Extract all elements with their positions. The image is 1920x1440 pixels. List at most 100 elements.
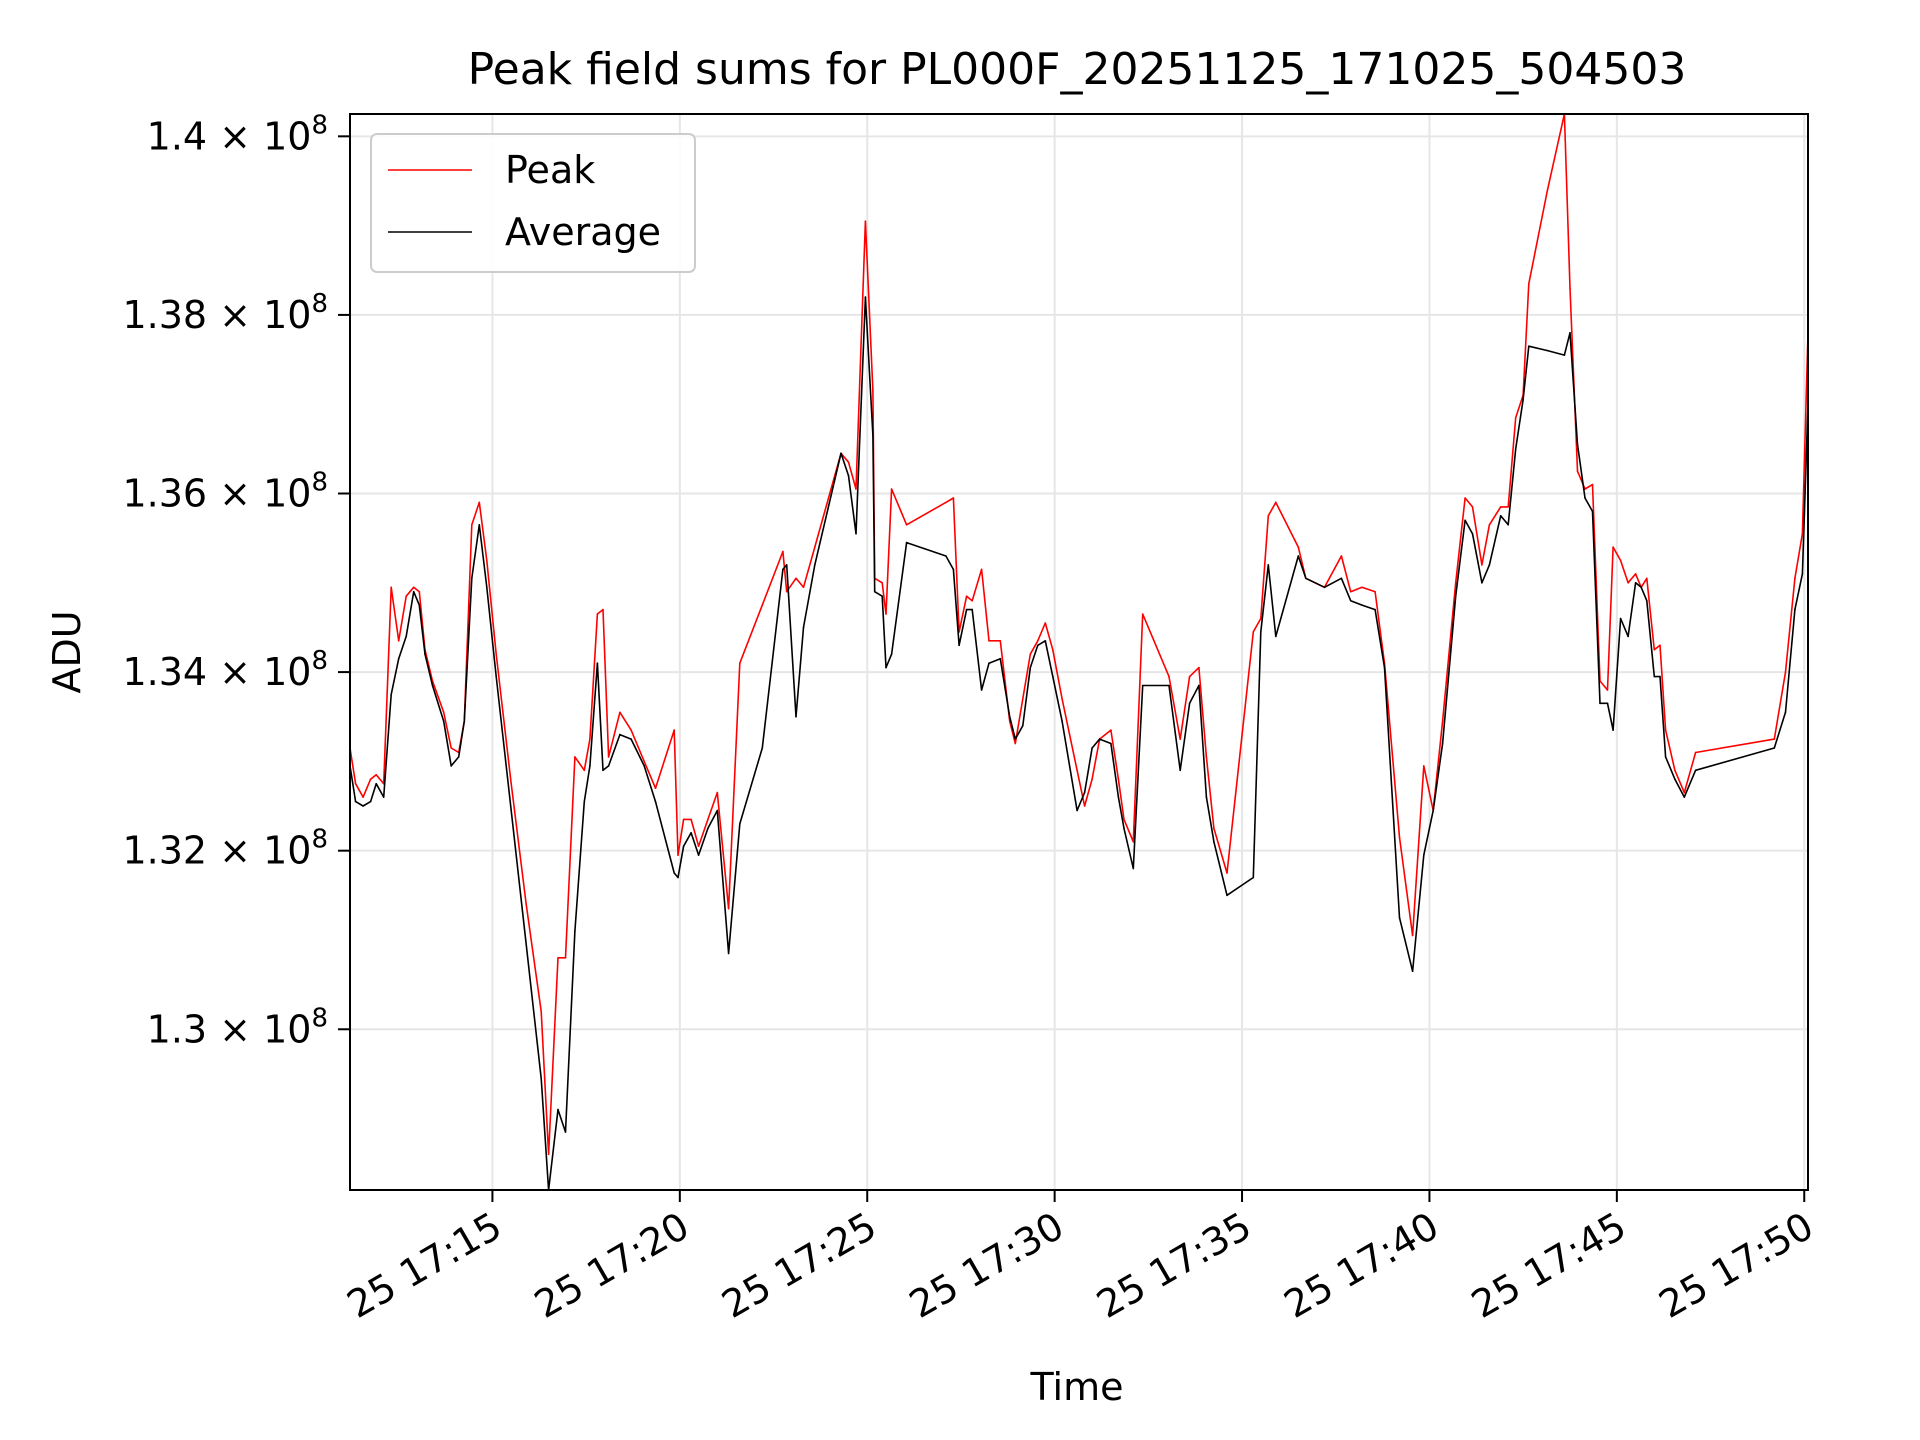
peak-data-point xyxy=(1464,497,1466,499)
peak-data-point xyxy=(1634,573,1637,575)
peak-data-point xyxy=(1091,778,1093,780)
average-data-point xyxy=(1361,604,1363,606)
average-data-point xyxy=(795,715,797,718)
peak-data-point xyxy=(707,818,709,821)
average-data-point xyxy=(1226,894,1228,897)
average-data-point xyxy=(1323,586,1326,589)
peak-data-point xyxy=(761,604,764,606)
average-data-point xyxy=(855,532,857,535)
peak-data-point xyxy=(564,957,567,959)
peak-data-point xyxy=(677,854,679,856)
y-tick-mantissa: 1.38 × 10 xyxy=(122,293,311,337)
average-data-point xyxy=(1627,635,1629,638)
average-data-point xyxy=(463,720,466,722)
y-tick-exponent: 8 xyxy=(311,468,328,498)
y-tick-label: 1.38 × 108 xyxy=(122,289,328,337)
y-tick-exponent: 8 xyxy=(311,1003,328,1033)
y-tick-exponent: 8 xyxy=(311,646,328,676)
average-data-point xyxy=(1563,354,1566,356)
peak-data-point xyxy=(1168,675,1170,678)
peak-data-point xyxy=(782,550,784,553)
peak-data-point xyxy=(673,729,675,731)
peak-data-point xyxy=(354,782,357,785)
y-tick-exponent: 8 xyxy=(311,289,328,319)
peak-data-point xyxy=(418,590,421,593)
average-data-point xyxy=(1464,519,1466,522)
peak-data-point xyxy=(1411,934,1414,937)
peak-data-point xyxy=(1499,506,1502,508)
average-data-point xyxy=(1528,345,1530,348)
average-data-point xyxy=(677,876,679,879)
peak-data-point xyxy=(1612,546,1614,548)
average-data-point xyxy=(354,800,357,803)
peak-data-point xyxy=(697,845,700,847)
peak-data-point xyxy=(1083,805,1086,807)
average-data-point xyxy=(1522,398,1524,401)
peak-data-point xyxy=(885,613,887,615)
average-data-point xyxy=(442,720,445,722)
peak-data-point xyxy=(727,907,730,910)
average-data-point xyxy=(1591,510,1594,513)
average-data-point xyxy=(697,854,700,856)
average-data-point xyxy=(1188,702,1191,705)
average-data-point xyxy=(1584,497,1586,499)
average-data-point xyxy=(583,800,586,803)
peak-data-point xyxy=(1205,756,1208,758)
peak-data-point xyxy=(1141,613,1144,615)
peak-data-point xyxy=(1576,470,1579,473)
peak-data-point xyxy=(450,747,453,749)
average-data-point xyxy=(682,845,685,847)
average-data-point xyxy=(1110,742,1112,745)
average-data-point xyxy=(495,675,498,678)
average-data-point xyxy=(510,809,512,812)
average-data-point xyxy=(1267,564,1270,566)
peak-data-point xyxy=(1471,506,1474,508)
peak-data-point xyxy=(795,577,797,580)
average-data-point xyxy=(431,684,434,687)
peak-data-point xyxy=(1619,559,1622,562)
peak-data-point xyxy=(596,613,599,615)
peak-data-point xyxy=(1044,622,1047,624)
peak-data-point xyxy=(1653,649,1656,651)
average-data-point xyxy=(873,590,876,593)
y-tick-mantissa: 1.32 × 10 xyxy=(122,829,311,873)
average-data-point xyxy=(802,626,805,629)
peak-data-point xyxy=(1037,640,1039,642)
average-data-point xyxy=(1098,738,1101,740)
average-data-point xyxy=(1008,715,1011,718)
average-data-point xyxy=(840,452,842,455)
peak-data-point xyxy=(1297,546,1300,548)
peak-data-point xyxy=(654,787,657,789)
peak-data-point xyxy=(1198,666,1200,669)
y-axis-label: ADU xyxy=(45,610,89,693)
peak-data-point xyxy=(1454,582,1457,584)
average-data-point xyxy=(1061,720,1063,722)
average-data-point xyxy=(905,541,908,544)
average-data-point xyxy=(1132,867,1135,870)
average-data-point xyxy=(952,568,955,571)
average-data-point xyxy=(397,657,400,660)
average-data-point xyxy=(988,662,990,664)
average-data-point xyxy=(1432,809,1434,812)
peak-data-point xyxy=(471,524,473,526)
peak-data-point xyxy=(1569,287,1571,289)
peak-data-point xyxy=(1252,631,1255,633)
average-data-point xyxy=(596,662,599,664)
peak-data-point xyxy=(847,461,850,464)
peak-data-point xyxy=(1801,532,1804,535)
peak-data-point xyxy=(1441,720,1444,722)
average-data-point xyxy=(1305,577,1307,580)
average-data-point xyxy=(881,595,883,597)
average-data-point xyxy=(1044,640,1047,642)
y-tick-mantissa: 1.4 × 10 xyxy=(147,114,312,158)
peak-data-point xyxy=(1110,729,1112,731)
peak-data-point xyxy=(1591,483,1594,486)
average-data-point xyxy=(1507,524,1509,526)
peak-data-point xyxy=(362,796,364,798)
average-data-point xyxy=(1569,332,1571,334)
average-data-point xyxy=(872,434,874,437)
average-data-point xyxy=(1398,916,1401,919)
y-tick-mantissa: 1.36 × 10 xyxy=(122,472,311,516)
average-data-point xyxy=(864,296,867,298)
peak-data-point xyxy=(1275,501,1277,504)
